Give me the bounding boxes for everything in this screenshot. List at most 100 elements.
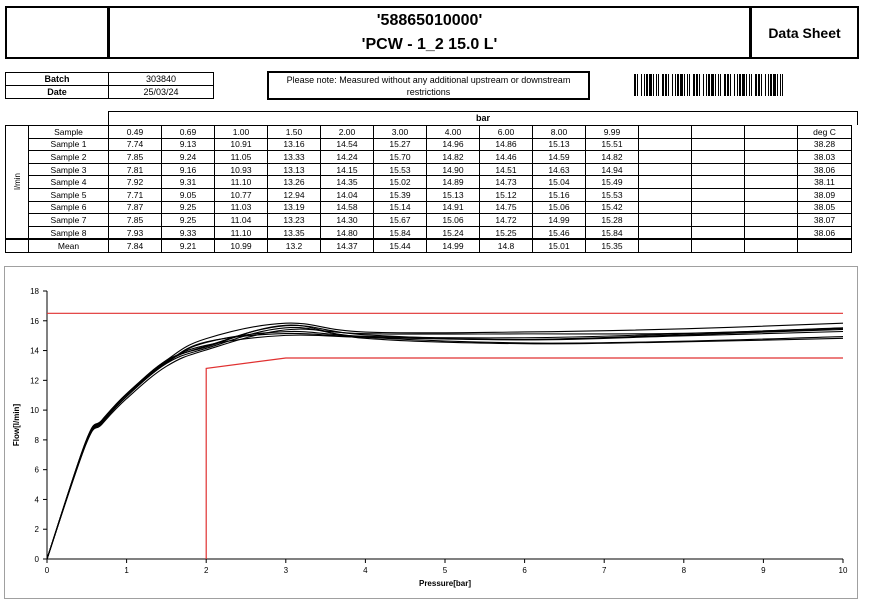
- temp-value: 38.09: [797, 187, 852, 202]
- barcode-bar: [746, 74, 747, 96]
- flow-data-table: l/min Sample 0.49 0.69 1.00 1.50 2.00 3.00 4.00 6…: [5, 125, 852, 253]
- empty-cell: [691, 187, 745, 202]
- temp-value: 38.06: [797, 162, 852, 177]
- pressure-header: 0.49: [108, 125, 162, 139]
- temp-value: 38.05: [797, 200, 852, 215]
- doc-type-cell: Data Sheet: [750, 6, 859, 59]
- mean-value: 7.84: [108, 238, 162, 253]
- flow-value: 15.51: [585, 137, 639, 152]
- empty-cell: [691, 162, 745, 177]
- empty-cell: [638, 137, 692, 152]
- barcode-bar: [665, 74, 667, 96]
- barcode-bar: [765, 74, 766, 96]
- barcode-bar: [693, 74, 695, 96]
- table-row: Sample 2 7.85 9.24 11.05 13.33 14.24 15.70 14.8…: [6, 150, 852, 164]
- pressure-header: 9.99: [585, 125, 639, 139]
- barcode-bar: [768, 74, 769, 96]
- flow-value: 14.63: [532, 162, 586, 177]
- empty-cell: [638, 187, 692, 202]
- barcode-bar: [751, 74, 752, 96]
- barcode-bar: [662, 74, 664, 96]
- flow-value: 7.71: [108, 187, 162, 202]
- empty-cell: [691, 213, 745, 227]
- barcode-bar: [675, 74, 676, 96]
- flow-value: 7.87: [108, 200, 162, 215]
- flow-value: 15.16: [532, 187, 586, 202]
- flow-value: 14.82: [585, 150, 639, 164]
- sample-label: Sample 6: [28, 200, 109, 215]
- y-tick-label: 6: [35, 466, 40, 475]
- barcode-bar: [755, 74, 757, 96]
- temp-value: 38.11: [797, 175, 852, 189]
- mean-value: 15.44: [373, 238, 427, 253]
- y-tick-label: 2: [35, 525, 40, 534]
- pressure-header: 1.50: [267, 125, 321, 139]
- flow-value: 15.46: [532, 225, 586, 240]
- table-row: Sample 4 7.92 9.31 11.10 13.26 14.35 15.02 14.8…: [6, 175, 852, 189]
- flow-value: 14.30: [320, 213, 374, 227]
- x-tick-label: 0: [45, 566, 50, 575]
- sample-label: Sample 1: [28, 137, 109, 152]
- barcode-bar: [684, 74, 685, 96]
- flow-value: 9.25: [161, 200, 215, 215]
- y-tick-label: 8: [35, 436, 40, 445]
- x-tick-label: 6: [522, 566, 527, 575]
- table-row: Sample 5 7.71 9.05 10.77 12.94 14.04 15.39 15.1…: [6, 187, 852, 202]
- barcode-bar: [737, 74, 738, 96]
- flow-value: 10.93: [214, 162, 268, 177]
- flow-value: 15.12: [479, 187, 533, 202]
- flow-value: 14.59: [532, 150, 586, 164]
- flow-value: 14.24: [320, 150, 374, 164]
- flow-value: 11.10: [214, 175, 268, 189]
- flow-value: 15.84: [373, 225, 427, 240]
- empty-cell: [744, 238, 798, 253]
- barcode-bar: [734, 74, 735, 96]
- barcode-bar: [646, 74, 648, 96]
- x-tick-label: 1: [124, 566, 129, 575]
- x-tick-label: 8: [682, 566, 687, 575]
- empty-cell: [744, 150, 798, 164]
- temp-value: 38.06: [797, 225, 852, 240]
- pressure-unit-header: bar: [108, 111, 858, 125]
- flow-value: 14.75: [479, 200, 533, 215]
- batch-date-table: Batch 303840 Date 25/03/24: [5, 72, 214, 99]
- header-logo-cell: [5, 6, 109, 59]
- sample-label: Sample 8: [28, 225, 109, 240]
- batch-label: Batch: [5, 72, 109, 86]
- empty-cell: [638, 150, 692, 164]
- flow-value: 14.35: [320, 175, 374, 189]
- mean-value: 15.35: [585, 238, 639, 253]
- table-header-row: l/min Sample 0.49 0.69 1.00 1.50 2.00 3.00 4.00 6…: [5, 125, 852, 240]
- empty-cell: [638, 125, 692, 139]
- pressure-header: 8.00: [532, 125, 586, 139]
- barcode-bar: [739, 74, 741, 96]
- empty-cell: [744, 225, 798, 240]
- flow-value: 15.06: [532, 200, 586, 215]
- table-row: Sample 6 7.87 9.25 11.03 13.19 14.58 15.14 14.9…: [6, 200, 852, 215]
- flow-value: 13.33: [267, 150, 321, 164]
- flow-value: 15.53: [373, 162, 427, 177]
- x-axis-label: Pressure[bar]: [419, 579, 471, 588]
- pressure-header: 4.00: [426, 125, 480, 139]
- empty-cell: [691, 225, 745, 240]
- empty-cell: [638, 213, 692, 227]
- flow-value: 15.67: [373, 213, 427, 227]
- barcode-bar: [727, 74, 729, 96]
- barcode-bar: [724, 74, 726, 96]
- flow-value: 14.15: [320, 162, 374, 177]
- pressure-header: 2.00: [320, 125, 374, 139]
- barcode-bar: [780, 74, 781, 96]
- barcode-bar: [718, 74, 719, 96]
- flow-value: 7.81: [108, 162, 162, 177]
- flow-value: 9.05: [161, 187, 215, 202]
- flow-value: 14.91: [426, 200, 480, 215]
- barcode-bar: [777, 74, 778, 96]
- mean-value: 14.8: [479, 238, 533, 253]
- empty-cell: [691, 150, 745, 164]
- empty-cell: [638, 162, 692, 177]
- flow-value: 14.72: [479, 213, 533, 227]
- table-row: Sample 1 7.74 9.13 10.91 13.16 14.54 15.27 14.9…: [6, 137, 852, 152]
- flow-value: 9.25: [161, 213, 215, 227]
- flow-value: 14.46: [479, 150, 533, 164]
- date-value: 25/03/24: [108, 85, 214, 99]
